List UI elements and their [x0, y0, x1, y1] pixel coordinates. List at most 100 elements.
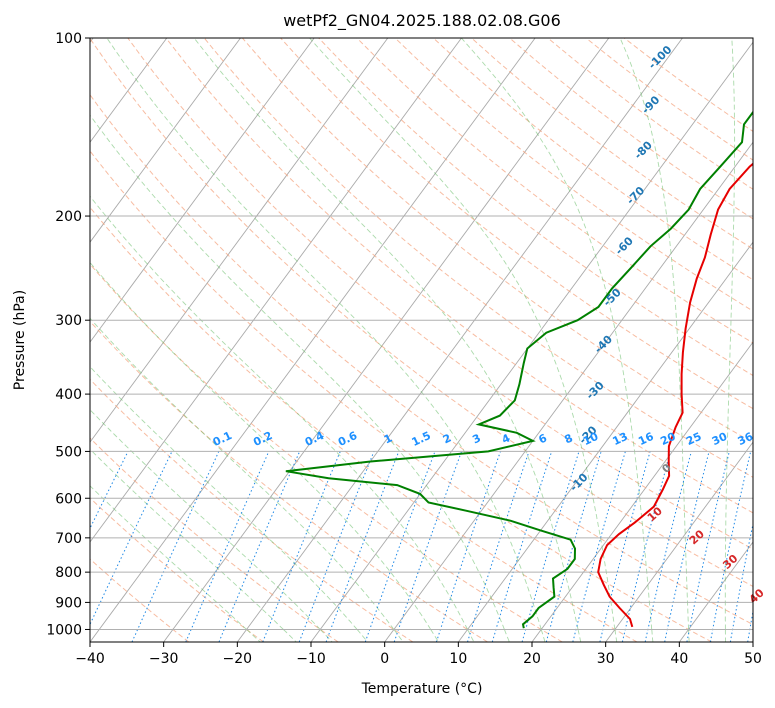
dry-adiabat-line: [242, 38, 753, 444]
moist-adiabat-line: [614, 629, 618, 642]
mixing-ratio-line: [521, 451, 580, 642]
mixing-ratio-line: [621, 451, 672, 642]
isotherm-label: -50: [601, 286, 624, 309]
dry-adiabat-label: 30: [720, 552, 740, 572]
mixing-ratio-label: 8: [562, 431, 574, 446]
dry-adiabat-line: [280, 38, 753, 410]
x-tick-label: 40: [670, 651, 688, 667]
x-tick-label: −20: [223, 651, 253, 667]
mixing-ratio-line: [435, 451, 501, 642]
isotherm-line: [236, 38, 683, 642]
y-tick-label: 100: [55, 31, 82, 47]
y-tick-label: 900: [55, 595, 82, 611]
moist-adiabat-line: [90, 317, 395, 630]
moist-adiabat-line: [90, 261, 432, 630]
mixing-ratio-line: [218, 451, 301, 642]
mixing-ratio-line: [467, 451, 530, 642]
x-tick-label: −40: [75, 651, 105, 667]
dry-adiabat-line: [394, 38, 753, 312]
dry-adiabat-line: [90, 320, 488, 642]
mixing-ratio-label: 10: [581, 430, 601, 448]
mixing-ratio-label: 0.6: [336, 429, 359, 449]
mixing-ratio-line: [325, 451, 400, 642]
dry-adiabat-line: [90, 38, 753, 587]
moist-adiabat-line: [393, 629, 404, 642]
dry-adiabat-label: 10: [645, 504, 665, 524]
dry-adiabat-line: [165, 38, 753, 514]
y-tick-label: 800: [55, 565, 82, 581]
mixing-ratio-line: [393, 451, 463, 642]
moist-adiabat-line: [651, 629, 654, 642]
moist-adiabat-line: [283, 629, 297, 642]
zero-degree-label: 0: [659, 461, 674, 476]
dry-adiabat-line: [90, 93, 753, 626]
mixing-ratio-line: [709, 451, 752, 642]
isotherm-line: [90, 38, 389, 443]
dry-adiabat-label: 20: [687, 527, 707, 547]
mixing-ratio-line: [644, 451, 692, 642]
isotherm-line: [163, 38, 610, 642]
y-tick-label: 500: [55, 444, 82, 460]
mixing-ratio-label: 13: [611, 430, 630, 448]
x-axis-label: Temperature (°C): [361, 681, 483, 697]
mixing-ratio-label: 3: [470, 431, 482, 446]
moist-adiabat-line: [467, 629, 475, 642]
moist-adiabat-line: [90, 114, 505, 630]
moist-adiabat-line: [688, 629, 690, 642]
mixing-ratio-line: [747, 607, 753, 642]
mixing-ratio-label: 1: [382, 431, 394, 446]
mixing-ratio-line: [90, 451, 173, 626]
in-plot-labels: -100-90-80-70-60-50-40-30-20-100.1 0.2 0.4…: [211, 43, 767, 606]
y-tick-label: 700: [55, 531, 82, 547]
x-tick-label: 10: [449, 651, 467, 667]
dry-adiabat-line: [90, 263, 563, 642]
dry-adiabat-line: [90, 558, 190, 642]
x-axis-ticks: −40 −30 −20 −10 0 10 20 30 40 50: [75, 642, 762, 667]
isotherm-label: -40: [592, 332, 615, 355]
dry-adiabat-line: [127, 38, 753, 550]
background-lines-group: [0, 38, 753, 642]
isotherm-label: -90: [639, 93, 662, 116]
mixing-ratio-label: 2: [441, 431, 453, 446]
dry-adiabat-line: [90, 150, 712, 642]
isotherm-line: [90, 38, 168, 143]
isotherm-line: [90, 38, 241, 243]
dry-adiabat-line: [90, 437, 339, 642]
x-tick-label: 30: [597, 651, 615, 667]
y-axis-label: Pressure (hPa): [12, 290, 28, 390]
moist-adiabat-line: [90, 485, 247, 630]
isotherm-line: [90, 38, 315, 343]
isotherm-line: [605, 441, 753, 642]
dry-adiabat-line: [90, 497, 264, 642]
chart-title: wetPf2_GN04.2025.188.02.08.G06: [283, 11, 561, 31]
moist-adiabat-line: [90, 195, 468, 630]
mixing-ratio-label: 6: [537, 431, 550, 446]
y-tick-label: 1000: [46, 622, 82, 638]
x-tick-label: −30: [149, 651, 179, 667]
mixing-ratio-line: [599, 451, 651, 642]
y-tick-label: 400: [55, 387, 82, 403]
moist-adiabat-line: [319, 629, 333, 642]
moist-adiabat-line: [90, 366, 358, 630]
y-tick-label: 300: [55, 313, 82, 329]
moist-adiabat-line: [430, 629, 439, 642]
dry-adiabat-line: [509, 38, 753, 220]
mixing-ratio-label: 0.1: [211, 429, 234, 449]
moist-adiabat-line: [106, 38, 542, 630]
y-axis-ticks: 100 200 300 400 500 600 700 800 900 1000: [46, 31, 90, 638]
moist-adiabat-line: [246, 629, 261, 642]
isotherm-line: [310, 41, 753, 642]
y-tick-label: 200: [55, 209, 82, 225]
isotherm-line: [678, 541, 753, 642]
dry-adiabat-line: [623, 38, 753, 132]
isotherm-label: -70: [624, 184, 647, 207]
moist-adiabat-line: [540, 629, 546, 642]
isotherm-line: [384, 141, 753, 642]
mixing-ratio-label: 1.5: [410, 429, 433, 449]
isotherm-label: -80: [632, 138, 655, 161]
moist-adiabat-line: [90, 448, 284, 630]
x-tick-label: −10: [296, 651, 326, 667]
isotherm-label: -30: [584, 379, 607, 402]
mixing-ratio-line: [0, 451, 36, 642]
